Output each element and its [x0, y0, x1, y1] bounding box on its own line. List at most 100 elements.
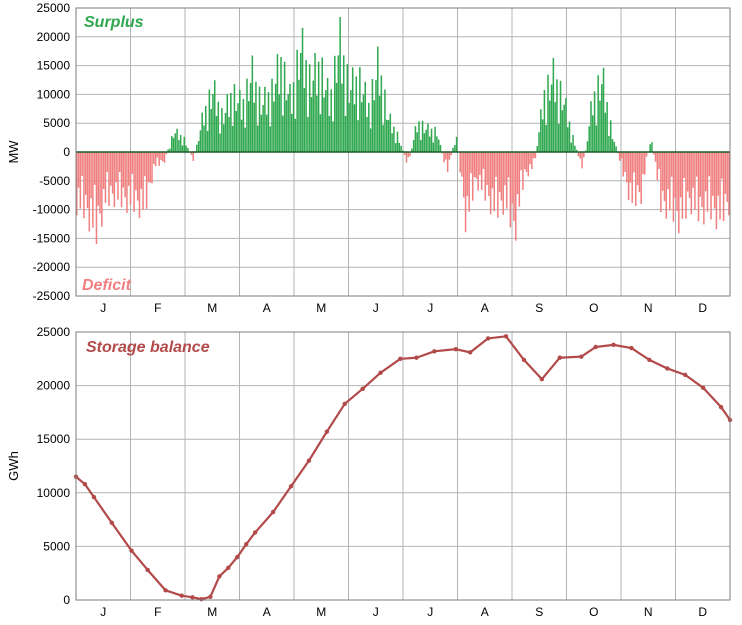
deficit-bar: [511, 152, 513, 204]
surplus-bar: [400, 145, 402, 152]
surplus-bar: [328, 115, 331, 152]
storage-balance-point: [217, 574, 222, 579]
deficit-bar: [694, 152, 696, 210]
surplus-bar: [432, 142, 435, 152]
x-tick-label: M: [207, 301, 217, 315]
surplus-bar: [215, 116, 218, 152]
surplus-bar: [298, 79, 300, 152]
x-tick-label: J: [100, 301, 106, 315]
deficit-bar: [108, 152, 110, 206]
deficit-bar: [690, 152, 693, 215]
surplus-bar: [348, 102, 350, 152]
legend-storage-balance: Storage balance: [86, 339, 210, 356]
surplus-bar: [586, 141, 589, 152]
surplus-bar: [559, 80, 562, 152]
deficit-bar: [674, 152, 676, 198]
surplus-bar: [556, 79, 558, 152]
deficit-bar: [629, 152, 632, 183]
surplus-bar: [337, 55, 340, 152]
deficit-bar: [489, 152, 492, 215]
deficit-bar: [120, 152, 123, 208]
deficit-bar: [92, 152, 94, 228]
surplus-bar: [359, 67, 361, 152]
x-tick-label: S: [535, 301, 543, 315]
storage-balance-point: [718, 404, 724, 410]
x-tick-label: O: [589, 301, 598, 315]
deficit-bar: [448, 152, 451, 160]
storage-balance-point: [190, 595, 195, 600]
deficit-bar: [126, 152, 128, 213]
x-tick-label: A: [263, 605, 271, 619]
surplus-bar: [540, 109, 542, 152]
x-tick-label: A: [481, 301, 489, 315]
surplus-bar: [314, 53, 316, 152]
surplus-bar: [366, 116, 368, 152]
surplus-bar: [278, 94, 280, 152]
deficit-bar: [712, 152, 714, 196]
surplus-bar: [181, 145, 184, 152]
storage-balance-point: [521, 357, 527, 363]
surplus-bar: [294, 118, 297, 152]
deficit-bar: [493, 152, 495, 212]
storage-balance-point: [432, 349, 437, 354]
surplus-bar: [248, 101, 250, 152]
deficit-bar: [678, 152, 680, 234]
deficit-bar: [665, 152, 668, 219]
storage-balance-point: [82, 482, 88, 487]
storage-balance-point: [270, 509, 276, 515]
deficit-bar: [497, 152, 499, 218]
deficit-bar: [407, 152, 409, 158]
surplus-bar: [393, 126, 395, 152]
surplus-bar: [414, 126, 417, 152]
surplus-bar: [197, 141, 200, 152]
surplus-bar: [368, 102, 370, 152]
deficit-bar: [627, 152, 630, 201]
deficit-bar: [715, 152, 718, 230]
surplus-bar: [269, 126, 272, 152]
deficit-bar: [131, 152, 134, 174]
deficit-bar: [681, 152, 684, 219]
legend-surplus: Surplus: [84, 14, 144, 31]
surplus-bar: [590, 101, 592, 152]
storage-balance-point: [683, 372, 688, 378]
surplus-bar: [455, 136, 458, 152]
deficit-bar: [99, 152, 101, 214]
deficit-bar: [516, 152, 519, 195]
surplus-bar: [208, 89, 211, 152]
surplus-bar: [291, 113, 293, 152]
deficit-bar: [667, 152, 669, 190]
y-tick-label: 5000: [43, 539, 70, 553]
surplus-bar: [611, 139, 614, 152]
surplus-bar: [196, 144, 198, 152]
surplus-bar: [538, 132, 540, 152]
storage-balance-point: [467, 350, 473, 355]
surplus-bar: [221, 107, 223, 152]
y-tick-label: 15000: [37, 59, 71, 73]
deficit-bar: [149, 152, 151, 183]
surplus-bar: [597, 75, 599, 152]
deficit-bar: [652, 152, 655, 155]
deficit-bar: [502, 152, 504, 215]
surplus-bar: [651, 142, 653, 152]
deficit-bar: [638, 152, 641, 193]
surplus-bar: [321, 57, 323, 152]
deficit-bar: [514, 152, 517, 241]
surplus-bar: [371, 79, 374, 152]
surplus-bar: [172, 137, 175, 152]
deficit-bar: [636, 152, 639, 186]
storage-balance-point: [129, 548, 134, 553]
x-tick-label: A: [481, 605, 489, 619]
x-tick-label: O: [589, 605, 598, 619]
surplus-bar: [289, 83, 291, 152]
deficit-bar: [643, 152, 646, 175]
deficit-bar: [697, 152, 700, 222]
surplus-bar: [262, 105, 264, 152]
deficit-bar: [719, 152, 721, 220]
deficit-bar: [110, 152, 112, 186]
surplus-bar: [545, 124, 547, 152]
plot-frame: [75, 7, 731, 297]
deficit-bar: [83, 152, 85, 219]
surplus-bar: [341, 83, 343, 152]
storage-balance-point: [244, 542, 249, 547]
surplus-bar: [312, 80, 315, 152]
